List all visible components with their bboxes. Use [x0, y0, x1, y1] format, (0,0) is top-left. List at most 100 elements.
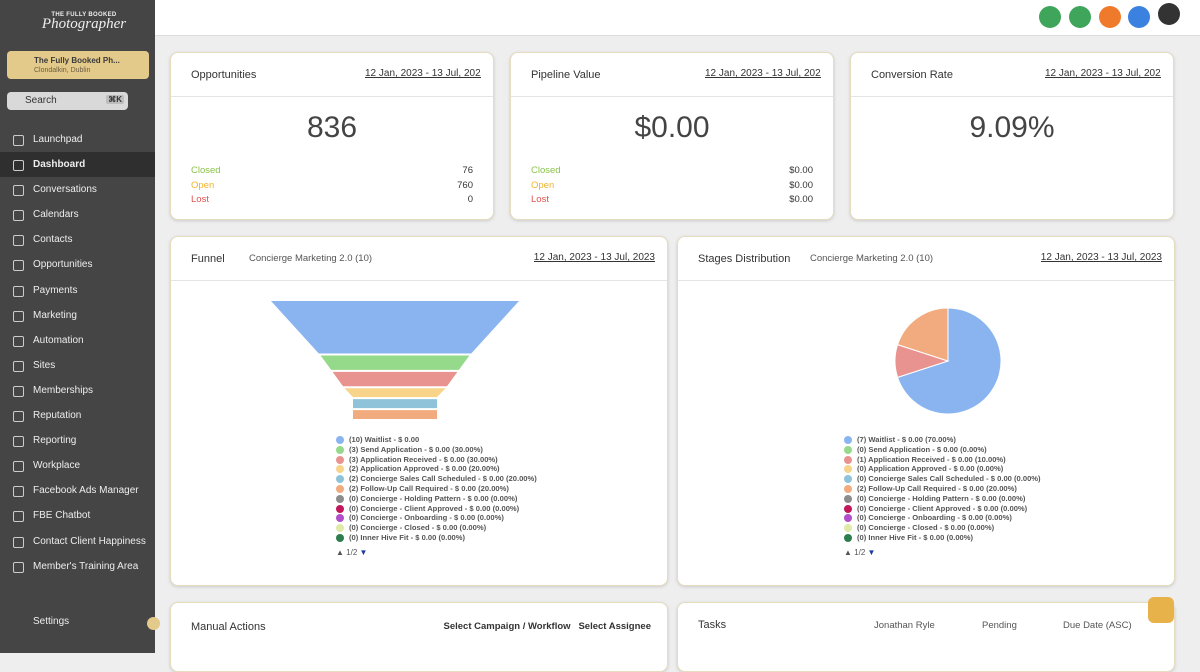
legend-item: (0) Inner Hive Fit - $ 0.00 (0.00%)	[844, 533, 1041, 543]
nav-item[interactable]: FBE Chatbot	[0, 503, 155, 528]
nav-item[interactable]: Sites	[0, 353, 155, 378]
legend-dot	[336, 524, 344, 533]
funnel-segment	[320, 355, 470, 370]
row: Lost 0	[191, 194, 473, 209]
row-label: Closed	[191, 165, 221, 176]
row-label: Open	[531, 179, 555, 191]
row-value: 760	[457, 179, 473, 191]
nav-item[interactable]: Contact Client Happiness	[0, 529, 155, 554]
stages-card: Stages Distribution Concierge Marketing 2…	[677, 236, 1175, 586]
nav-item[interactable]: Launchpad	[0, 127, 155, 152]
nav-item[interactable]: Reputation	[0, 403, 155, 428]
avatar[interactable]	[1158, 3, 1180, 25]
search[interactable]: Search ⌘K	[7, 92, 128, 110]
nav-item[interactable]: Opportunities	[0, 252, 155, 277]
row-value: $0.00	[789, 194, 813, 205]
card-title: Opportunities	[191, 69, 257, 81]
legend-item: (10) Waitlist - $ 0.00	[336, 435, 537, 445]
manual-title: Manual Actions	[191, 621, 266, 633]
row-value: $0.00	[789, 165, 813, 176]
row-label: Closed	[531, 165, 561, 176]
chat-widget[interactable]	[1148, 597, 1174, 623]
legend-dot	[844, 475, 852, 484]
legend-dot	[336, 514, 344, 523]
legend-label: (7) Waitlist - $ 0.00 (70.00%)	[857, 435, 956, 444]
legend-item: (2) Follow-Up Call Required - $ 0.00 (20…	[336, 484, 537, 494]
legend-label: (0) Concierge - Closed - $ 0.00 (0.00%)	[857, 523, 995, 533]
legend-item: (3) Send Application - $ 0.00 (30.00%)	[336, 445, 537, 455]
announce-icon[interactable]	[1069, 6, 1091, 28]
nav-item[interactable]: Reporting	[0, 428, 155, 453]
legend-label: (2) Follow-Up Call Required - $ 0.00 (20…	[857, 483, 1017, 493]
legend-label: (1) Application Received - $ 0.00 (10.00…	[857, 454, 1006, 464]
filter[interactable]: Jonathan Ryle	[874, 620, 935, 631]
legend-dot	[844, 524, 852, 533]
account-switcher[interactable]: The Fully Booked Ph... Clondalkin, Dublin	[7, 51, 149, 79]
legend-label: (0) Send Application - $ 0.00 (0.00%)	[857, 444, 987, 454]
account-name: The Fully Booked Ph...	[34, 56, 120, 65]
legend-item: (2) Application Approved - $ 0.00 (20.00…	[336, 464, 537, 474]
nav-item[interactable]: Conversations	[0, 177, 155, 202]
nav-item[interactable]: Payments	[0, 278, 155, 303]
filter[interactable]: Select Campaign / Workflow	[443, 621, 571, 632]
stat-card: Opportunities 12 Jan, 2023 - 13 Jul, 2023…	[170, 52, 494, 220]
stages-title: Stages Distribution	[698, 253, 791, 265]
bell-icon[interactable]	[1099, 6, 1121, 28]
brand-script: Photographer	[41, 16, 127, 32]
stages-pager[interactable]: ▲ 1/2 ▼	[844, 548, 876, 557]
stages-date[interactable]: 12 Jan, 2023 - 13 Jul, 2023	[1040, 252, 1162, 263]
nav-item[interactable]: Facebook Ads Manager	[0, 478, 155, 503]
phone-icon[interactable]	[1039, 6, 1061, 28]
legend-label: (0) Concierge - Holding Pattern - $ 0.00…	[349, 493, 518, 503]
legend-label: (0) Inner Hive Fit - $ 0.00 (0.00%)	[349, 532, 466, 542]
card-title: Conversion Rate	[871, 69, 953, 81]
nav-item[interactable]: Marketing	[0, 303, 155, 328]
nav-item[interactable]: Automation	[0, 328, 155, 353]
stat-card: Pipeline Value 12 Jan, 2023 - 13 Jul, 202…	[510, 52, 834, 220]
settings[interactable]: Settings	[33, 616, 70, 627]
funnel-segment	[344, 388, 446, 398]
legend-label: (10) Waitlist - $ 0.00	[349, 435, 420, 444]
nav-item[interactable]: Contacts	[0, 227, 155, 252]
legend-dot	[844, 494, 852, 503]
nav-item[interactable]: Calendars	[0, 202, 155, 227]
legend-label: (2) Application Approved - $ 0.00 (20.00…	[349, 464, 500, 474]
card-date[interactable]: 12 Jan, 2023 - 13 Jul, 2023	[1045, 68, 1161, 79]
filter[interactable]: Pending	[982, 620, 1017, 631]
card-value: 836	[306, 111, 358, 144]
card-date[interactable]: 12 Jan, 2023 - 13 Jul, 2023	[365, 68, 481, 79]
nav-item[interactable]: Dashboard	[0, 152, 155, 178]
help-icon[interactable]	[1128, 6, 1150, 28]
card-header: Pipeline Value 12 Jan, 2023 - 13 Jul, 202…	[511, 53, 833, 97]
funnel-chart	[271, 301, 519, 419]
funnel-pager[interactable]: ▲ 1/2 ▼	[336, 548, 368, 557]
legend-dot	[336, 475, 344, 484]
legend-item: (3) Application Received - $ 0.00 (30.00…	[336, 455, 537, 465]
legend-dot	[844, 455, 852, 464]
funnel-segment	[332, 371, 458, 387]
card-date[interactable]: 12 Jan, 2023 - 13 Jul, 2023	[705, 68, 821, 79]
filter[interactable]: Due Date (ASC)	[1063, 620, 1132, 631]
pie-chart	[894, 307, 1002, 415]
funnel-segment	[271, 301, 519, 354]
nav-item[interactable]: Workplace	[0, 453, 155, 478]
legend-dot	[336, 533, 344, 542]
filter[interactable]: Select Assignee	[578, 621, 651, 632]
row-label: Lost	[531, 194, 549, 205]
legend-item: (0) Send Application - $ 0.00 (0.00%)	[844, 445, 1041, 455]
nav-item[interactable]: Memberships	[0, 378, 155, 403]
legend-dot	[336, 436, 344, 444]
funnel-date[interactable]: 12 Jan, 2023 - 13 Jul, 2023	[533, 252, 655, 263]
legend-dot	[336, 445, 344, 454]
legend-item: (0) Concierge Sales Call Scheduled - $ 0…	[844, 474, 1041, 484]
legend-label: (0) Concierge - Closed - $ 0.00 (0.00%)	[349, 523, 487, 533]
collapse-button[interactable]	[147, 617, 160, 630]
funnel-campaign[interactable]: Concierge Marketing 2.0 (10)	[249, 253, 373, 264]
stages-campaign[interactable]: Concierge Marketing 2.0 (10)	[810, 253, 934, 264]
legend-dot	[336, 494, 344, 503]
legend-item: (0) Concierge - Holding Pattern - $ 0.00…	[336, 494, 537, 504]
nav-item[interactable]: Member's Training Area	[0, 554, 155, 579]
card-value: $0.00	[634, 111, 710, 144]
legend-item: (0) Concierge - Closed - $ 0.00 (0.00%)	[336, 523, 537, 533]
